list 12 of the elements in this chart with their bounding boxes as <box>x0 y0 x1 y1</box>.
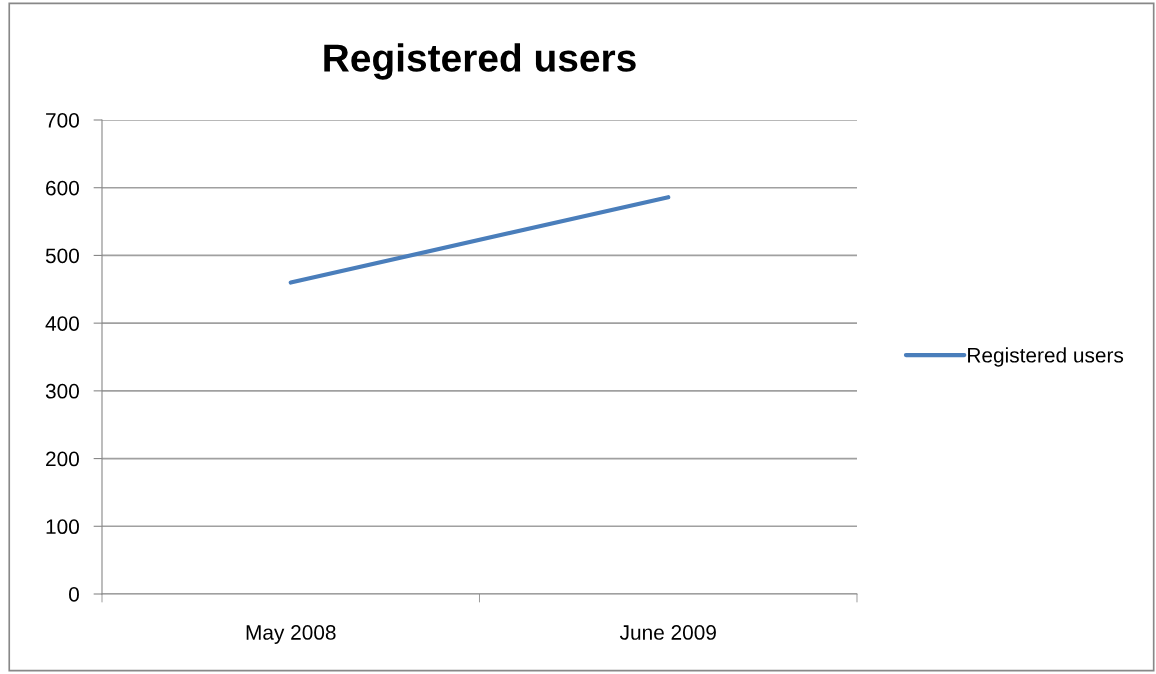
y-tick-label: 0 <box>69 587 79 602</box>
y-tick-label: 300 <box>45 383 79 399</box>
y-tick-label: 700 <box>46 113 79 128</box>
chart-title: Registered users <box>324 43 636 80</box>
y-tick-label: 100 <box>46 519 79 535</box>
y-tick-label: 600 <box>46 180 79 196</box>
x-tick-label: June 2009 <box>619 625 716 640</box>
legend-label: Registered users <box>968 347 1124 367</box>
x-tick-label: May 2008 <box>246 625 336 644</box>
y-tick-label: 500 <box>45 248 79 264</box>
y-tick-label: 400 <box>45 316 79 331</box>
y-tick-label: 200 <box>46 451 79 467</box>
